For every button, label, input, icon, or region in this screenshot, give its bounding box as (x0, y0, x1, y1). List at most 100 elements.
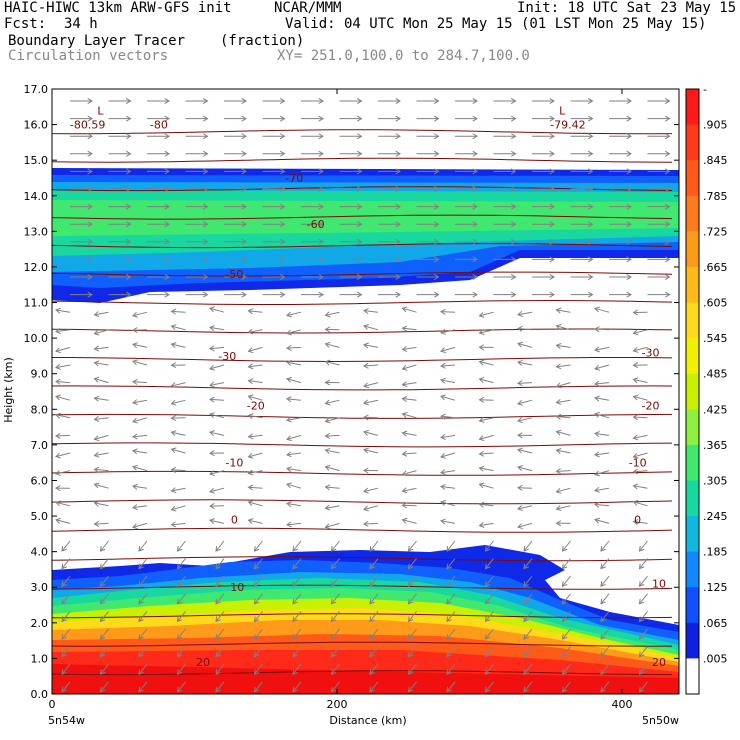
vector-arrowhead (523, 669, 529, 675)
vector-arrowhead (87, 221, 93, 228)
vector-arrowhead (356, 133, 363, 140)
vector-arrow (292, 663, 302, 675)
contour-label: 0 (634, 514, 641, 527)
vector-arrowhead (61, 545, 67, 552)
vector-arrowhead (61, 563, 67, 570)
vector-arrowhead (523, 633, 529, 640)
vector-arrow (562, 540, 571, 552)
vector-arrowhead (510, 291, 517, 298)
vector-arrowhead (253, 563, 260, 570)
vector-arrow (292, 628, 302, 640)
vector-arrow (639, 628, 648, 640)
vector-arrowhead (401, 306, 408, 313)
vector-arrowhead (600, 581, 606, 587)
vector-arrow (94, 483, 109, 489)
vector-arrow (402, 346, 417, 351)
vector-arrowhead (600, 633, 606, 640)
vector-arrowhead (202, 168, 209, 175)
vector-arrowhead (279, 273, 286, 281)
vector-arrowhead (87, 168, 93, 175)
vector-arrowhead (330, 581, 337, 587)
vector-arrowhead (292, 651, 298, 658)
vector-arrowhead (472, 221, 478, 228)
vector-arrow (138, 575, 148, 587)
vector-arrow (523, 646, 533, 657)
vector-arrowhead (93, 520, 100, 527)
vector-arrow (171, 469, 186, 472)
vector-arrowhead (93, 416, 100, 423)
colorbar-label: .665 (703, 261, 728, 274)
vector-arrowhead (440, 308, 446, 315)
vector-arrowhead (253, 545, 260, 552)
vector-arrowhead (363, 505, 369, 512)
colorbar-swatch (686, 266, 699, 304)
vector-arrowhead (587, 273, 594, 281)
vector-arrow (594, 328, 610, 331)
isotherm-line (52, 186, 673, 192)
vector-arrow (523, 575, 533, 587)
vector-arrowhead (440, 469, 446, 476)
vector-arrowhead (369, 581, 375, 587)
vector-arrowhead (241, 150, 247, 157)
vector-arrow (209, 487, 225, 493)
vector-arrow (479, 467, 494, 472)
vector-arrow (248, 380, 263, 384)
vector-arrowhead (330, 651, 337, 658)
vector-arrow (171, 343, 186, 348)
vector-arrow (132, 417, 148, 423)
vector-arrowhead (478, 482, 485, 489)
vector-arrow (594, 382, 610, 385)
vector-arrowhead (324, 379, 331, 386)
y-tick-label: 6.0 (31, 474, 49, 487)
vector-arrow (132, 399, 148, 404)
vector-arrowhead (395, 256, 401, 263)
vector-arrowhead (324, 417, 331, 424)
vector-arrow (408, 663, 417, 675)
colorbar-label: .545 (703, 332, 728, 345)
vector-arrow (138, 593, 148, 605)
vector-arrowhead (61, 651, 67, 658)
vector-arrowhead (478, 344, 485, 351)
vector-arrowhead (363, 324, 369, 330)
vector-arrow (55, 434, 71, 437)
vector-arrow (600, 611, 610, 622)
vector-arrowhead (594, 451, 600, 458)
vector-arrowhead (472, 203, 478, 210)
vector-arrow (440, 501, 456, 507)
vector-arrowhead (472, 133, 478, 140)
vector-arrowhead (472, 256, 478, 263)
vector-arrowhead (209, 450, 215, 457)
vector-arrow (369, 593, 379, 605)
colorbar-swatch (686, 231, 699, 268)
isotherm-line (52, 499, 673, 505)
lower-tracer-region (52, 545, 679, 694)
vector-arrowhead (369, 598, 375, 605)
vector-arrowhead (125, 97, 132, 105)
vector-arrowhead (638, 633, 645, 640)
vector-arrowhead (407, 581, 414, 587)
vector-arrowhead (209, 396, 215, 403)
vector-arrow (556, 415, 571, 419)
vector-arrowhead (517, 523, 523, 530)
vector-arrowhead (632, 468, 639, 475)
vector-arrow (517, 328, 533, 331)
vector-arrowhead (395, 168, 401, 175)
vector-arrowhead (286, 344, 292, 351)
vector-arrow (248, 414, 263, 419)
vector-arrowhead (517, 399, 523, 406)
vector-arrowhead (395, 150, 401, 157)
vector-arrowhead (318, 256, 324, 263)
vector-arrowhead (440, 377, 446, 384)
vector-arrow (446, 628, 456, 640)
vector-arrow (600, 575, 610, 587)
vector-arrowhead (478, 465, 485, 472)
vector-arrowhead (170, 342, 177, 348)
vector-arrowhead (253, 651, 260, 658)
y-tick-label: 3.0 (31, 581, 49, 594)
vector-arrowhead (632, 483, 639, 490)
field-name: Boundary Layer Tracer (8, 33, 186, 49)
vector-arrowhead (138, 686, 144, 693)
vector-arrow (254, 681, 263, 693)
vector-arrow (138, 681, 148, 693)
vector-arrow (55, 380, 71, 384)
